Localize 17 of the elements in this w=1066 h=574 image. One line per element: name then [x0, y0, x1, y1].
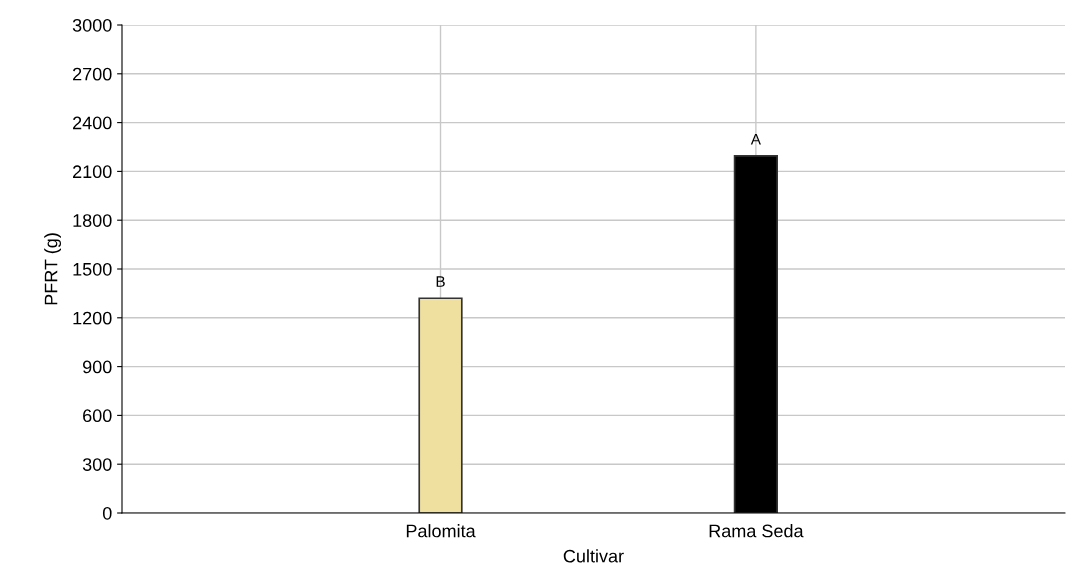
y-tick-label: 2700 [73, 67, 112, 81]
y-tick-label: 900 [83, 360, 112, 374]
y-tick-label: 2400 [73, 116, 112, 130]
x-axis-title: Cultivar [563, 549, 624, 563]
y-tick-label: 1200 [73, 311, 112, 325]
y-tick-label: 2100 [73, 165, 112, 179]
y-tick-label: 300 [82, 458, 112, 471]
y-axis-title: PFRT (g) [44, 233, 61, 305]
y-tick-label: 3000 [72, 18, 112, 32]
y-tick-label: 1800 [73, 214, 112, 227]
x-tick-label: Rama Seda [709, 524, 804, 538]
y-tick-label: 0 [102, 506, 112, 520]
y-tick-label: 600 [83, 409, 112, 423]
y-tick-label: 1500 [73, 262, 112, 276]
x-tick-label: Palomita [406, 524, 476, 538]
annotation: B [436, 276, 445, 287]
annotation: A [750, 133, 761, 145]
